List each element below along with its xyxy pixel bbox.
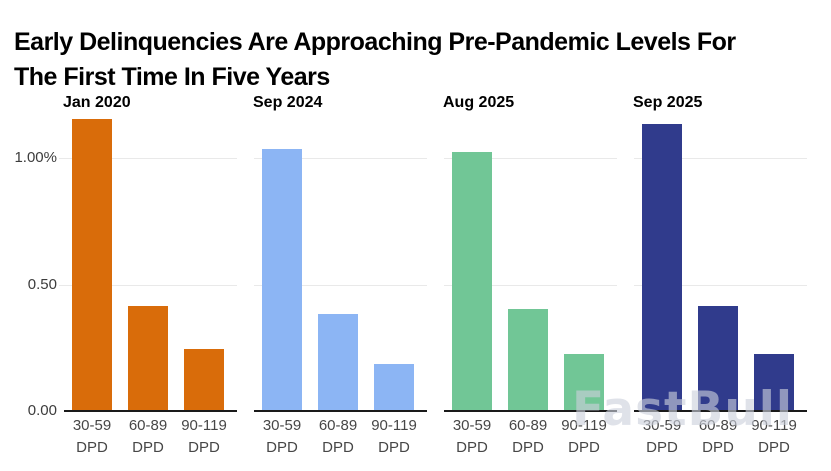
x-axis-tick-line1: 60-89 [698, 417, 738, 434]
x-axis-tick-line1: 30-59 [642, 417, 682, 434]
bar-sep-2025-60-89-dpd [698, 306, 738, 410]
bar-jan-2020-90-119-dpd [184, 349, 224, 410]
bar-jan-2020-60-89-dpd [128, 306, 168, 410]
bar-aug-2025-90-119-dpd [564, 354, 604, 410]
bar-sep-2024-60-89-dpd [318, 314, 358, 410]
gridline-0.50 [634, 285, 807, 286]
x-axis-baseline [64, 410, 237, 412]
facet-label-sep-2024: Sep 2024 [253, 94, 323, 111]
gridline-0.50 [59, 285, 237, 286]
x-axis-tick-label: 30-59 DPD [250, 415, 314, 459]
chart-title-line2: The First Time In Five Years [14, 62, 330, 91]
y-axis-tick-label: 0.00 [27, 402, 57, 419]
x-axis-tick-label: 90-119 DPD [172, 415, 236, 459]
gridline-0.50 [444, 285, 617, 286]
bar-sep-2024-30-59-dpd [262, 149, 302, 410]
x-axis-tick-line1: 60-89 [128, 417, 168, 434]
x-axis-tick-label: 30-59 DPD [630, 415, 694, 459]
bar-sep-2024-90-119-dpd [374, 364, 414, 410]
facet-label-jan-2020: Jan 2020 [63, 94, 131, 111]
x-axis-baseline [634, 410, 807, 412]
gridline-1.00 [59, 158, 237, 159]
facet-label-sep-2025: Sep 2025 [633, 94, 703, 111]
gridline-1.00 [254, 158, 427, 159]
x-axis-tick-label: 60-89 DPD [686, 415, 750, 459]
x-axis-tick-label: 60-89 DPD [306, 415, 370, 459]
chart-title: Early Delinquencies Are Approaching Pre-… [14, 25, 736, 95]
facet-label-aug-2025: Aug 2025 [443, 94, 515, 111]
x-axis-baseline [444, 410, 617, 412]
bar-aug-2025-60-89-dpd [508, 309, 548, 410]
bar-aug-2025-30-59-dpd [452, 152, 492, 410]
x-axis-tick-line2: DPD [378, 439, 410, 456]
x-axis-tick-label: 90-119 DPD [742, 415, 806, 459]
gridline-0.50 [254, 285, 427, 286]
x-axis-tick-label: 30-59 DPD [440, 415, 504, 459]
x-axis-tick-line2: DPD [266, 439, 298, 456]
x-axis-tick-line1: 90-119 [751, 417, 797, 434]
x-axis-tick-line1: 30-59 [262, 417, 302, 434]
x-axis-tick-line2: DPD [568, 439, 600, 456]
x-axis-tick-line1: 30-59 [72, 417, 112, 434]
x-axis-tick-line1: 90-119 [181, 417, 227, 434]
x-axis-tick-label: 90-119 DPD [552, 415, 616, 459]
x-axis-tick-line2: DPD [702, 439, 734, 456]
x-axis-tick-line2: DPD [322, 439, 354, 456]
x-axis-tick-line1: 90-119 [561, 417, 607, 434]
x-axis-tick-line1: 90-119 [371, 417, 417, 434]
x-axis-tick-label: 30-59 DPD [60, 415, 124, 459]
x-axis-tick-label: 60-89 DPD [116, 415, 180, 459]
bar-sep-2025-30-59-dpd [642, 124, 682, 410]
x-axis-tick-line1: 60-89 [508, 417, 548, 434]
x-axis-tick-line2: DPD [132, 439, 164, 456]
x-axis-tick-label: 60-89 DPD [496, 415, 560, 459]
x-axis-tick-line1: 30-59 [452, 417, 492, 434]
bar-jan-2020-30-59-dpd [72, 119, 112, 410]
y-axis-tick-label: 0.50 [27, 276, 57, 293]
bar-sep-2025-90-119-dpd [754, 354, 794, 410]
chart-title-line1: Early Delinquencies Are Approaching Pre-… [14, 27, 736, 56]
x-axis-tick-line2: DPD [76, 439, 108, 456]
x-axis-tick-label: 90-119 DPD [362, 415, 426, 459]
gridline-1.00 [634, 158, 807, 159]
x-axis-tick-line2: DPD [758, 439, 790, 456]
x-axis-tick-line2: DPD [512, 439, 544, 456]
gridline-1.00 [444, 158, 617, 159]
x-axis-tick-line2: DPD [456, 439, 488, 456]
x-axis-tick-line1: 60-89 [318, 417, 358, 434]
x-axis-baseline [254, 410, 427, 412]
y-axis-tick-label: 1.00% [14, 149, 57, 166]
x-axis-tick-line2: DPD [646, 439, 678, 456]
x-axis-tick-line2: DPD [188, 439, 220, 456]
watermark: FastBull [572, 382, 794, 437]
